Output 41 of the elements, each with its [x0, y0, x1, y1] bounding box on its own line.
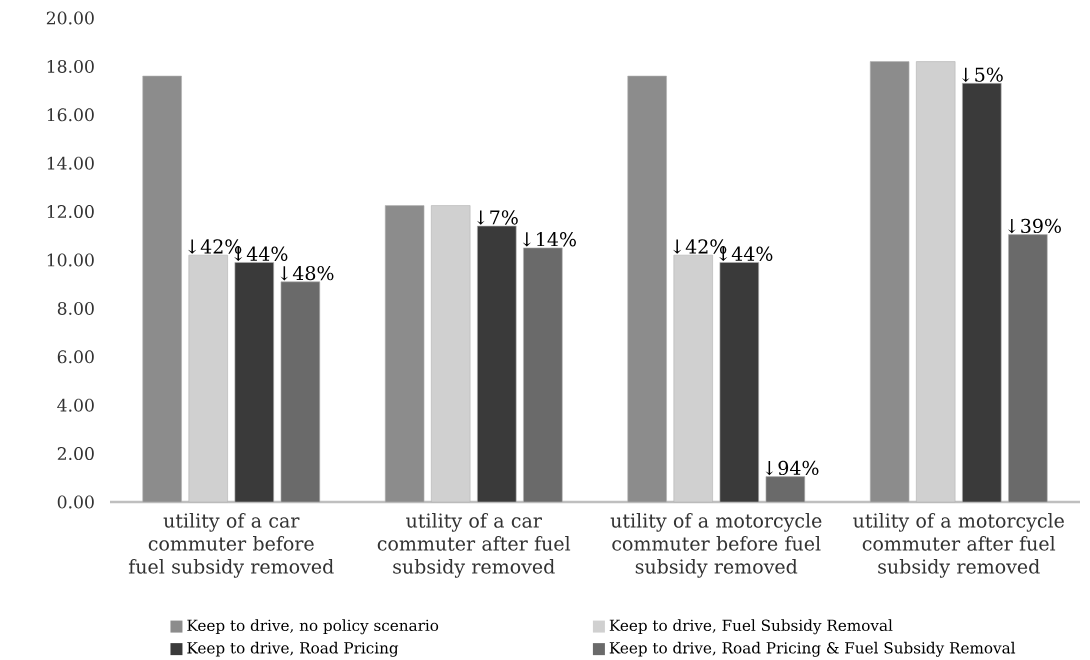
legend-label: Keep to drive, no policy scenario: [187, 619, 439, 635]
annotation: ↓14%: [522, 232, 576, 247]
bar: [916, 61, 956, 503]
y-tick-label: 2.00: [57, 447, 94, 461]
bar: [142, 75, 182, 503]
annotation: ↓94%: [765, 460, 819, 476]
legend-label: Keep to drive, Fuel Subsidy Removal: [609, 619, 893, 635]
y-tick-label: 16.00: [47, 108, 94, 122]
y-tick-label: 8.00: [57, 301, 94, 315]
bar: [673, 254, 713, 503]
annotation: ↓7%: [476, 210, 518, 225]
y-tick-label: 6.00: [57, 350, 94, 364]
annotation: ↓5%: [961, 67, 1003, 82]
y-tick-label: 4.00: [57, 398, 94, 412]
x-tick-label: utility of a car commuter before fuel subsidy removed: [128, 513, 334, 578]
legend-label: Keep to drive, Road Pricing: [187, 641, 399, 657]
bar: [188, 254, 228, 503]
bar: [1008, 234, 1048, 503]
bar: [962, 83, 1002, 503]
y-tick-label: 18.00: [47, 59, 94, 73]
x-tick-label: utility of a car commuter after fuel subsidy removed: [377, 513, 571, 578]
annotation: ↓48%: [280, 265, 334, 281]
annotation: ↓39%: [1007, 218, 1061, 234]
y-tick-label: 10.00: [47, 253, 94, 267]
bar: [234, 262, 274, 503]
bar: [765, 476, 806, 503]
bar: [431, 205, 471, 503]
y-tick-label: 20.00: [46, 11, 94, 25]
y-tick-label: 0.00: [57, 495, 94, 509]
x-tick-label: utility of a motorcycle commuter after fuel subsidy removed: [853, 513, 1064, 578]
bar: [384, 205, 425, 503]
y-tick-label: 14.00: [47, 156, 94, 170]
bar: [523, 247, 563, 503]
x-tick-label: utility of a motorcycle commuter before fuel subsidy removed: [610, 513, 822, 578]
legend-label: Keep to drive, Road Pricing & Fuel Subsidy Removal: [609, 641, 1016, 657]
bar: [477, 225, 517, 503]
bar: [627, 75, 667, 503]
y-tick-label: 12.00: [47, 205, 94, 219]
bar: [719, 262, 759, 503]
bar: [280, 281, 321, 503]
bar: [869, 61, 910, 503]
